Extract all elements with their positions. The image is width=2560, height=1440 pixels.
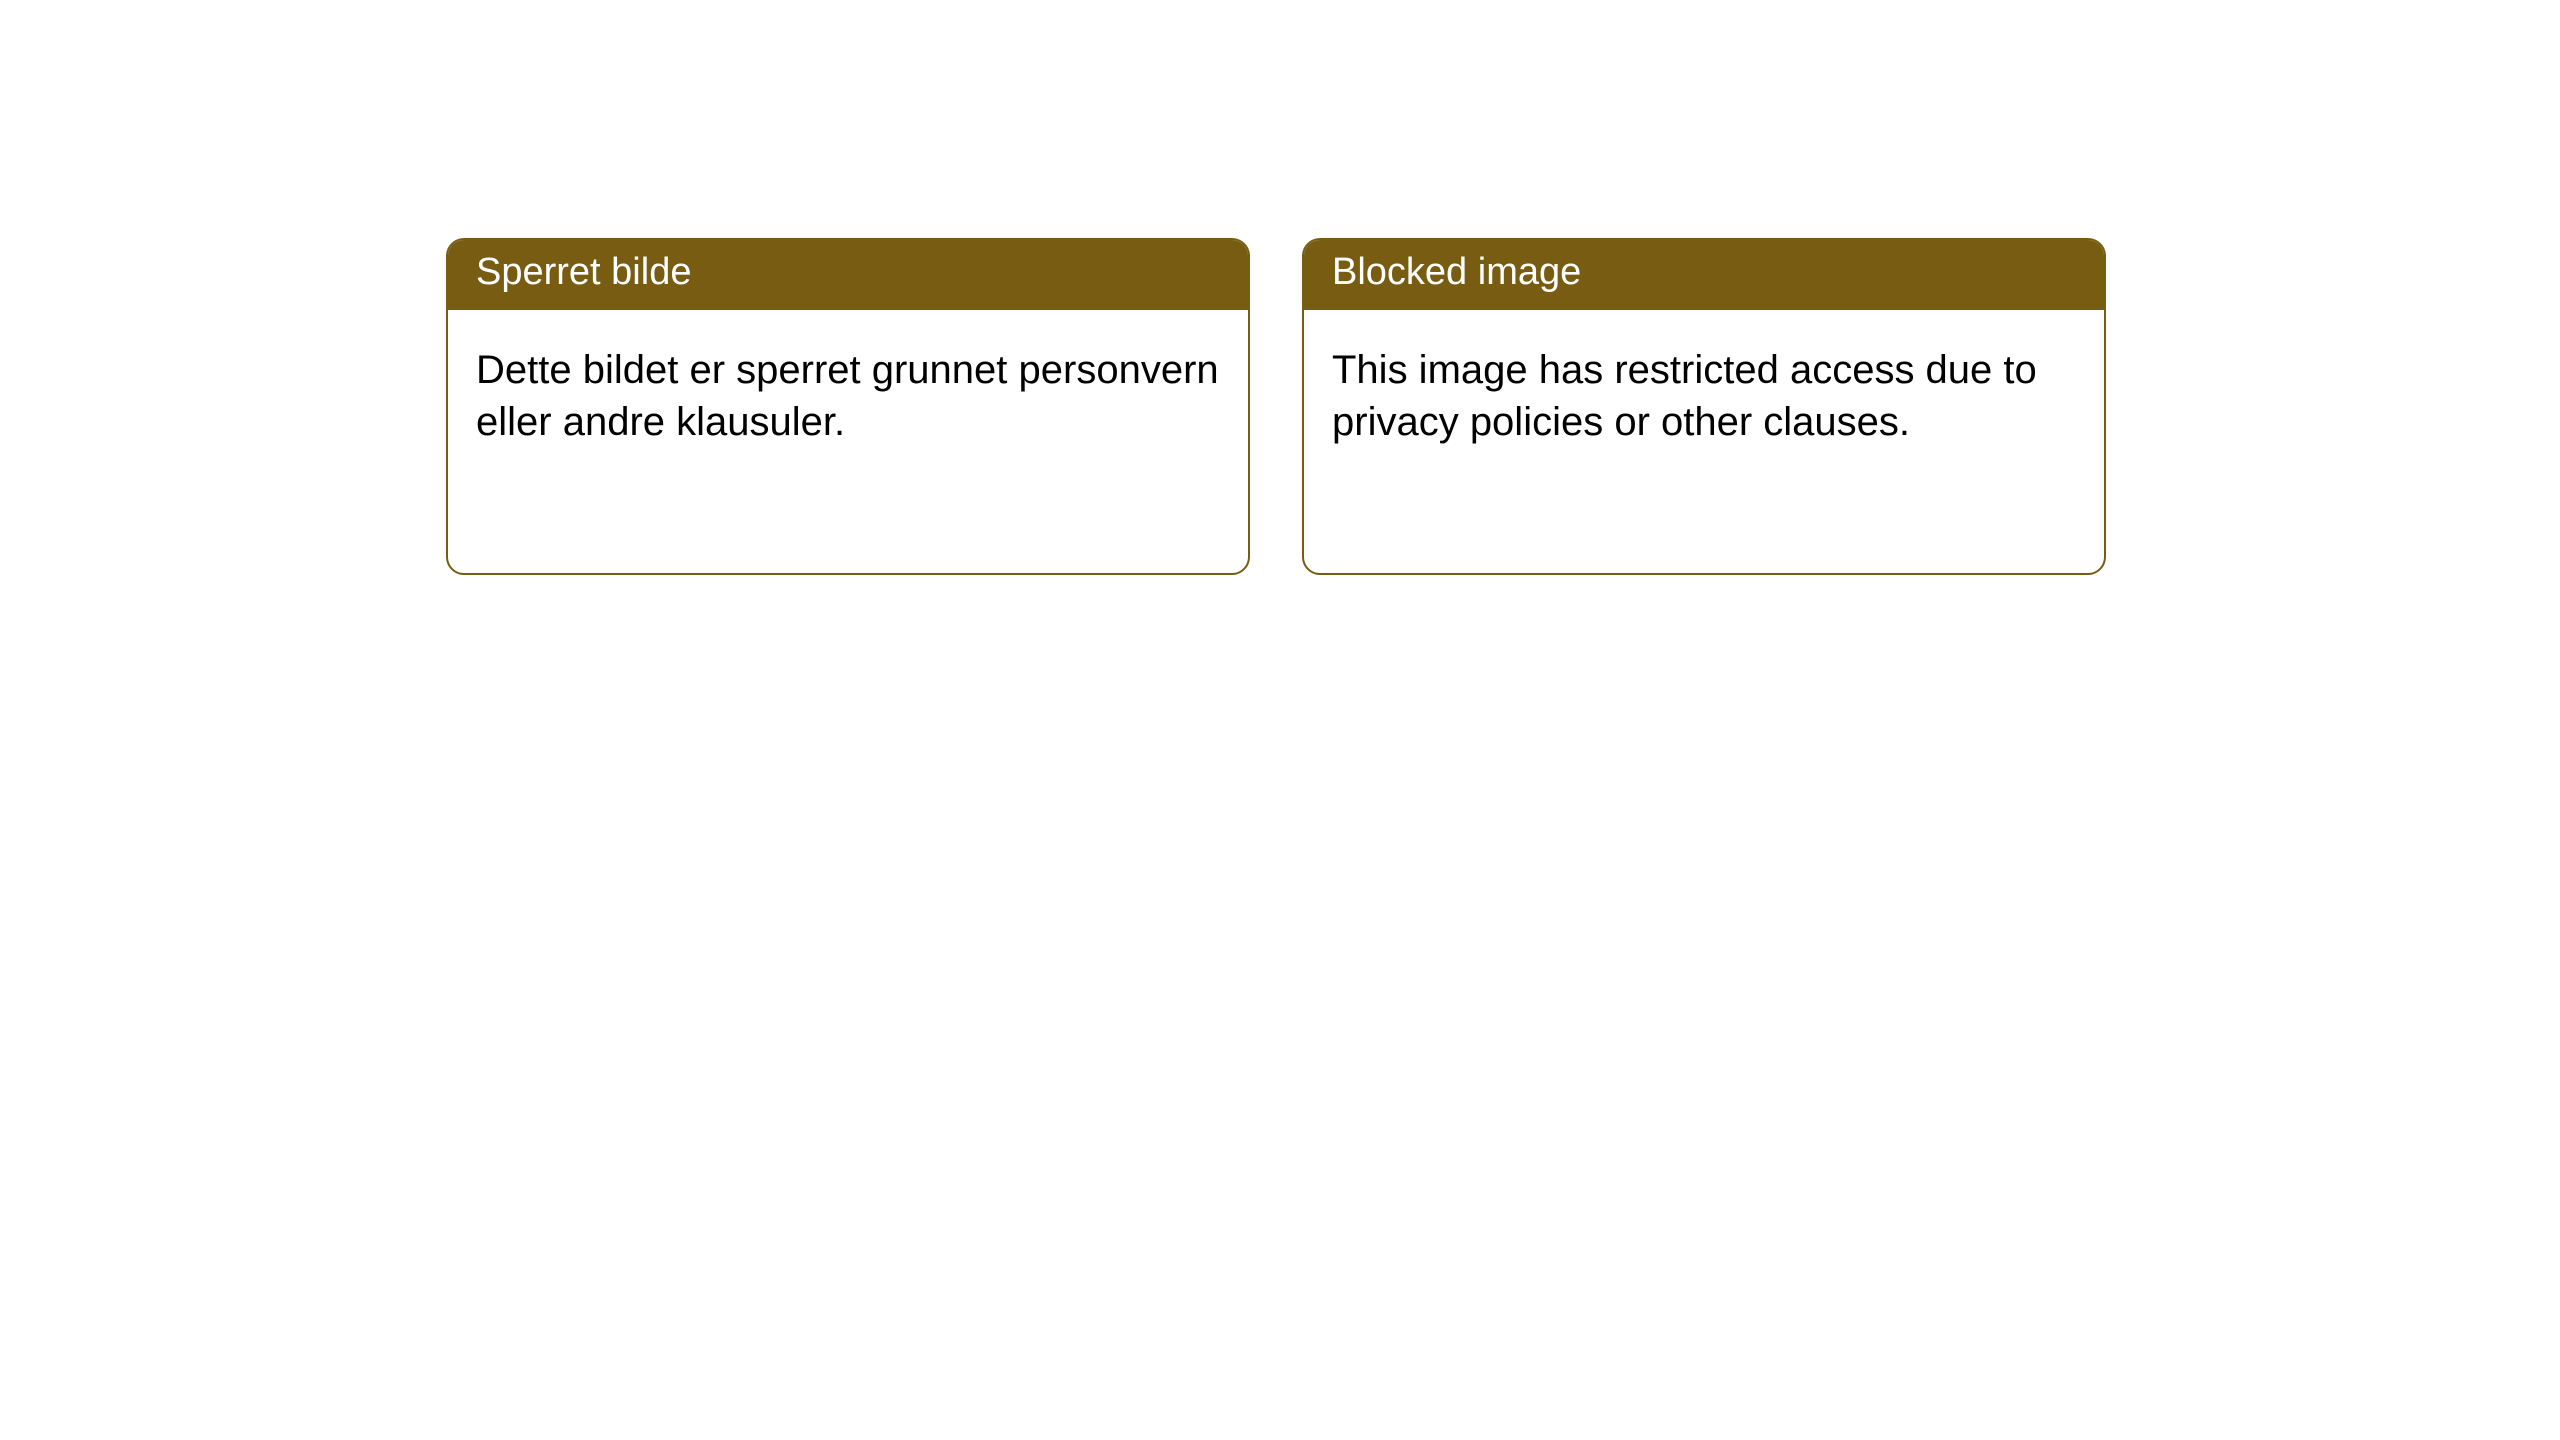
notice-cards-container: Sperret bilde Dette bildet er sperret gr… [0, 0, 2560, 575]
notice-title: Blocked image [1304, 240, 2104, 310]
notice-body: This image has restricted access due to … [1304, 310, 2104, 482]
notice-card-english: Blocked image This image has restricted … [1302, 238, 2106, 575]
notice-title: Sperret bilde [448, 240, 1248, 310]
notice-card-norwegian: Sperret bilde Dette bildet er sperret gr… [446, 238, 1250, 575]
notice-body: Dette bildet er sperret grunnet personve… [448, 310, 1248, 482]
